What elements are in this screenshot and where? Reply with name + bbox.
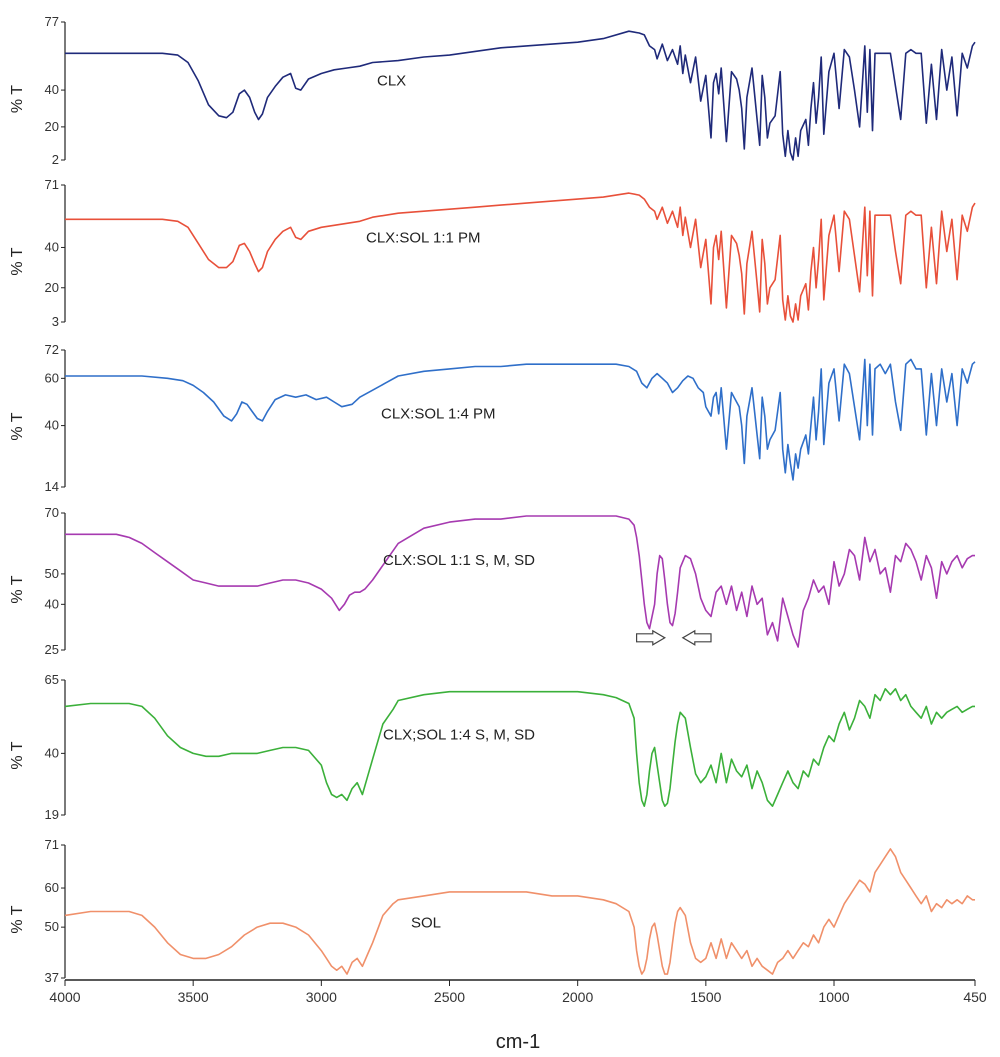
y-axis-label: % T xyxy=(9,247,26,275)
y-tick-label: 40 xyxy=(45,82,59,97)
y-axis-label: % T xyxy=(9,575,26,603)
panel-1: 77 40 20 2 % T CLX xyxy=(9,14,976,167)
panel-label: CLX:SOL 1:4 PM xyxy=(381,406,496,423)
y-tick-label: 2 xyxy=(52,152,59,167)
spectrum-line xyxy=(65,515,975,648)
y-tick-label: 20 xyxy=(45,119,59,134)
y-tick-label: 20 xyxy=(45,280,59,295)
annotation-arrow-right xyxy=(635,629,666,646)
y-tick-label: 60 xyxy=(45,880,59,895)
panel-4: 70 50 40 25 % T CLX:SOL 1:1 S, M, SD xyxy=(9,505,975,657)
y-tick-label: 71 xyxy=(45,177,59,192)
x-tick-label: 2000 xyxy=(562,989,593,1005)
y-tick-label: 50 xyxy=(45,566,59,581)
y-axis-label: % T xyxy=(9,741,26,769)
y-tick-label: 71 xyxy=(45,837,59,852)
panel-5: 65 40 19 % T CLX;SOL 1:4 S, M, SD xyxy=(9,672,975,822)
y-tick-label: 40 xyxy=(45,239,59,254)
y-tick-label: 50 xyxy=(45,919,59,934)
x-tick-label: 450 xyxy=(963,989,987,1005)
panel-2: 71 40 20 3 % T CLX:SOL 1:1 PM xyxy=(9,177,976,329)
panel-3: 72 60 40 14 % T CLX:SOL 1:4 PM xyxy=(9,342,976,494)
y-tick-label: 25 xyxy=(45,642,59,657)
y-tick-label: 60 xyxy=(45,370,59,385)
y-tick-label: 14 xyxy=(45,479,59,494)
panel-6: 71 60 50 37 % T SOL xyxy=(9,837,975,985)
spectrum-line xyxy=(65,30,976,161)
x-axis: 4000 3500 3000 2500 2000 1500 1000 450 xyxy=(49,979,987,1005)
annotation-arrow-left xyxy=(681,629,712,646)
y-tick-label: 37 xyxy=(45,970,59,985)
spectrum-line xyxy=(64,688,975,807)
panel-label: CLX:SOL 1:1 S, M, SD xyxy=(383,552,535,569)
panel-label: CLX;SOL 1:4 S, M, SD xyxy=(383,726,535,743)
y-tick-label: 19 xyxy=(45,807,59,822)
y-tick-label: 3 xyxy=(52,314,59,329)
y-tick-label: 77 xyxy=(45,14,59,29)
x-tick-label: 3000 xyxy=(306,989,337,1005)
y-axis-label: % T xyxy=(9,412,26,440)
panel-label: CLX xyxy=(377,72,406,89)
spectrum-line xyxy=(65,358,976,481)
panels-layer: 77 40 20 2 % T CLX 71 40 20 3 % T CLX:SOL 1:1 PM 72 6… xyxy=(9,14,976,985)
y-tick-label: 65 xyxy=(45,672,59,687)
spectrum-line xyxy=(64,848,975,975)
x-tick-label: 2500 xyxy=(434,989,465,1005)
y-axis-label: % T xyxy=(9,85,26,113)
y-tick-label: 70 xyxy=(45,505,59,520)
spectrum-line xyxy=(65,192,976,323)
y-tick-label: 72 xyxy=(45,342,59,357)
x-tick-label: 1500 xyxy=(690,989,721,1005)
x-axis-label: cm-1 xyxy=(496,1031,540,1053)
panel-label: SOL xyxy=(411,914,441,931)
y-axis-label: % T xyxy=(9,905,26,933)
y-tick-label: 40 xyxy=(45,596,59,611)
x-tick-label: 4000 xyxy=(49,989,80,1005)
x-tick-label: 1000 xyxy=(818,989,849,1005)
y-tick-label: 40 xyxy=(45,745,59,760)
x-tick-label: 3500 xyxy=(178,989,209,1005)
panel-label: CLX:SOL 1:1 PM xyxy=(366,230,481,247)
y-tick-label: 40 xyxy=(45,418,59,433)
